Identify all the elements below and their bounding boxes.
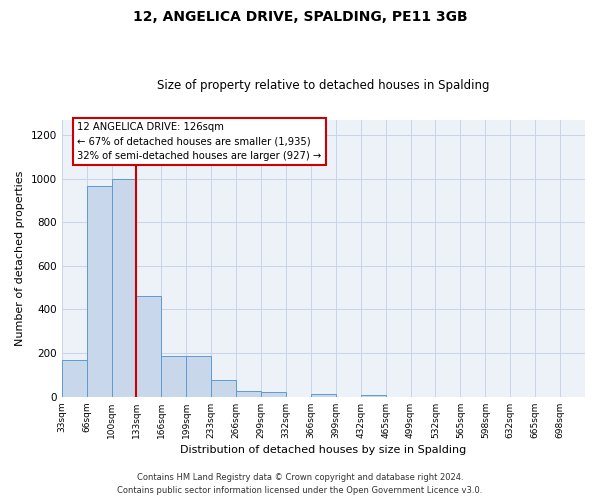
Text: 12 ANGELICA DRIVE: 126sqm
← 67% of detached houses are smaller (1,935)
32% of se: 12 ANGELICA DRIVE: 126sqm ← 67% of detac… bbox=[77, 122, 322, 161]
Bar bbox=[112, 178, 136, 397]
Text: Contains HM Land Registry data © Crown copyright and database right 2024.
Contai: Contains HM Land Registry data © Crown c… bbox=[118, 474, 482, 495]
Bar bbox=[261, 392, 286, 397]
Title: Size of property relative to detached houses in Spalding: Size of property relative to detached ho… bbox=[157, 79, 490, 92]
Text: 12, ANGELICA DRIVE, SPALDING, PE11 3GB: 12, ANGELICA DRIVE, SPALDING, PE11 3GB bbox=[133, 10, 467, 24]
X-axis label: Distribution of detached houses by size in Spalding: Distribution of detached houses by size … bbox=[180, 445, 466, 455]
Bar bbox=[361, 394, 386, 397]
Bar bbox=[161, 356, 186, 397]
Bar bbox=[186, 356, 211, 397]
Bar bbox=[236, 392, 261, 397]
Bar bbox=[62, 360, 86, 397]
Bar bbox=[136, 296, 161, 397]
Bar bbox=[86, 186, 112, 397]
Bar bbox=[311, 394, 336, 397]
Y-axis label: Number of detached properties: Number of detached properties bbox=[15, 170, 25, 346]
Bar bbox=[211, 380, 236, 397]
